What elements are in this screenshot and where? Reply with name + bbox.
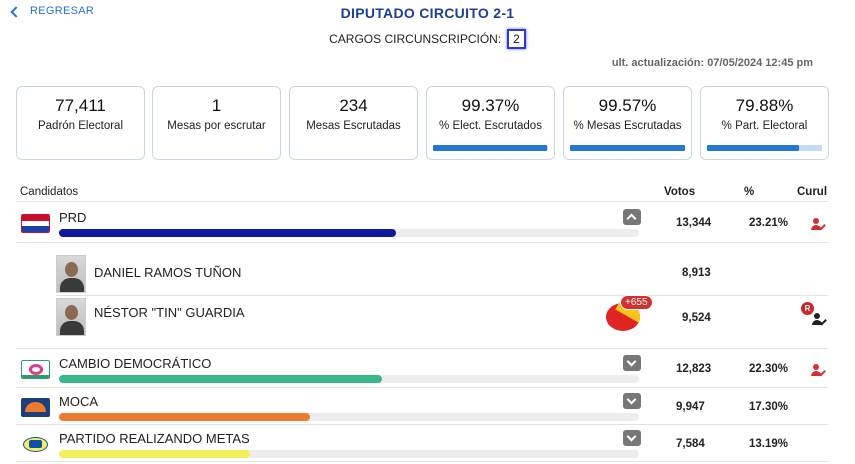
stat-card-padron: 77,411 Padrón Electoral [16, 86, 145, 160]
col-candidates: Candidatos [20, 186, 79, 198]
stat-label: % Elect. Escrutados [439, 120, 542, 132]
divider [56, 295, 828, 296]
party-name: CAMBIO DEMOCRÁTICO [59, 356, 212, 371]
col-votes: Votos [664, 186, 696, 198]
expand-toggle[interactable] [623, 393, 641, 409]
stat-card-mesas-por-escrutar: 1 Mesas por escrutar [152, 86, 281, 160]
party-row-prd[interactable]: PRD 13,344 23.21% [16, 206, 828, 242]
vote-share-fill [59, 375, 383, 383]
stat-card-elect-escrutados: 99.37% % Elect. Escrutados [426, 86, 555, 160]
party-votes: 13,344 [676, 217, 712, 229]
candidate-photo [56, 298, 86, 336]
candidate-votes: 9,524 [682, 312, 711, 324]
stat-value: 77,411 [55, 96, 106, 115]
stat-value: 79.88% [735, 96, 794, 115]
col-curul: Curul [797, 186, 828, 198]
party-pct: 22.30% [749, 363, 789, 375]
party-votes: 12,823 [676, 363, 712, 375]
stat-card-part-electoral: 79.88% % Part. Electoral [700, 86, 829, 160]
vote-share-fill [59, 413, 310, 421]
candidate-name: DANIEL RAMOS TUÑON [94, 265, 242, 280]
party-name: MOCA [59, 394, 98, 409]
party-row-cambio-democratico[interactable]: CAMBIO DEMOCRÁTICO 12,823 22.30% [16, 352, 828, 388]
party-row-realizando-metas[interactable]: PARTIDO REALIZANDO METAS 7,584 13.19% [16, 427, 828, 463]
divider [16, 242, 828, 243]
curul-icon [811, 364, 827, 378]
expand-toggle[interactable] [623, 430, 641, 446]
expand-toggle[interactable] [623, 355, 641, 371]
candidate-row[interactable]: DANIEL RAMOS TUÑON 8,913 [16, 253, 828, 295]
moca-logo [21, 398, 50, 417]
col-pct: % [744, 186, 755, 198]
last-update: ult. actualización: 07/05/2024 12:45 pm [611, 57, 813, 69]
progress-fill [433, 145, 548, 151]
stat-label: % Mesas Escrutadas [573, 120, 682, 132]
vote-share-bar [59, 375, 639, 383]
vote-share-bar [59, 413, 639, 421]
stat-card-mesas-escrutadas: 234 Mesas Escrutadas [289, 86, 418, 160]
page-title: DIPUTADO CIRCUITO 2-1 [340, 5, 515, 21]
progress-fill [707, 145, 799, 151]
divider [16, 461, 828, 462]
progress-fill [570, 145, 685, 151]
back-label: REGRESAR [30, 5, 95, 17]
party-row-moca[interactable]: MOCA 9,947 17.30% [16, 390, 828, 426]
stat-value: 99.37% [461, 96, 520, 115]
curul-icon [812, 313, 828, 327]
collapse-toggle[interactable] [623, 209, 641, 225]
stat-label: Padrón Electoral [37, 120, 124, 132]
stat-value: 1 [211, 96, 222, 115]
vote-share-fill [59, 450, 251, 458]
cd-logo [21, 360, 50, 379]
stat-value: 99.57% [598, 96, 657, 115]
party-pct: 13.19% [749, 438, 789, 450]
candidate-photo [56, 255, 86, 293]
divider [16, 201, 828, 202]
back-button[interactable]: REGRESAR [10, 5, 95, 18]
divider [16, 348, 828, 349]
party-pct: 23.21% [749, 217, 789, 229]
divider [16, 387, 828, 388]
party-name: PRD [59, 210, 87, 225]
candidate-votes: 8,913 [682, 267, 711, 279]
party-name: PARTIDO REALIZANDO METAS [59, 431, 250, 446]
curul-icon [811, 218, 827, 232]
candidate-row[interactable]: NÉSTOR "TIN" GUARDIA 9,524 [16, 296, 828, 338]
preferential-votes-badge: +655 [620, 295, 653, 310]
prd-logo [21, 214, 50, 233]
progress-bar [707, 145, 822, 151]
stat-label: Mesas por escrutar [167, 120, 266, 132]
progress-bar [433, 145, 548, 151]
cargos-value[interactable]: 2 [507, 29, 526, 49]
stat-label: Mesas Escrutadas [306, 120, 401, 132]
party-pct: 17.30% [749, 401, 789, 413]
candidate-name: NÉSTOR "TIN" GUARDIA [94, 305, 245, 320]
vote-share-bar [59, 450, 639, 458]
vote-share-bar [59, 229, 639, 237]
cargos-row: CARGOS CIRCUNSCRIPCIÓN: 2 [0, 29, 855, 49]
divider [16, 424, 828, 425]
stat-value: 234 [339, 96, 368, 115]
vote-share-fill [59, 229, 396, 237]
stat-card-mesas-escrutadas-pct: 99.57% % Mesas Escrutadas [563, 86, 692, 160]
party-votes: 9,947 [676, 401, 705, 413]
progress-bar [570, 145, 685, 151]
rm-logo [21, 435, 50, 454]
r-badge: R [801, 302, 814, 315]
cargos-label: CARGOS CIRCUNSCRIPCIÓN: [329, 32, 502, 46]
stat-label: % Part. Electoral [721, 120, 808, 132]
party-votes: 7,584 [676, 438, 705, 450]
